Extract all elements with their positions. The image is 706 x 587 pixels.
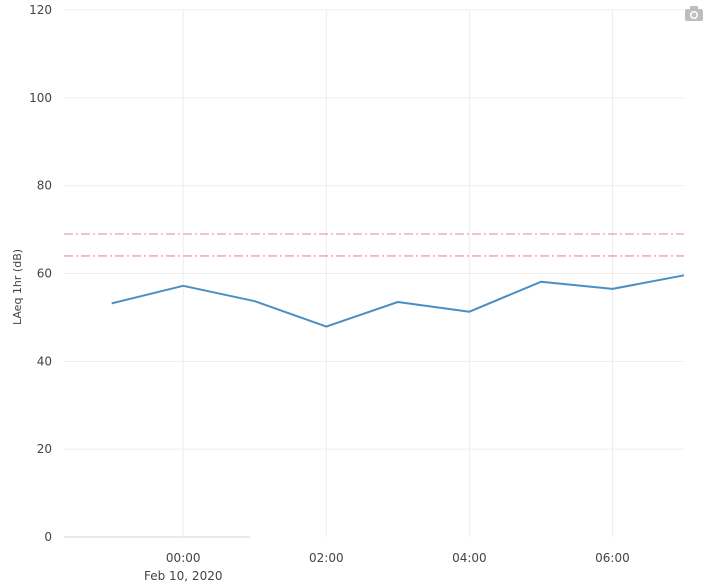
y-tick-label: 120 (29, 3, 52, 17)
y-tick-label: 80 (37, 179, 52, 193)
y-tick-label: 60 (37, 267, 52, 281)
series (111, 274, 685, 328)
camera-icon[interactable] (684, 4, 704, 22)
grid (64, 9, 684, 538)
y-tick-label: 100 (29, 91, 52, 105)
x-tick-label: 06:00 (595, 551, 630, 565)
y-tick-label: 20 (37, 442, 52, 456)
x-tick-label: 00:00 (166, 551, 201, 565)
x-tick-label: 04:00 (452, 551, 487, 565)
x-tick-sublabel: Feb 10, 2020 (144, 569, 223, 583)
y-axis: 0 20 40 60 80 100 120 (29, 3, 52, 544)
x-tick-label: 02:00 (309, 551, 344, 565)
series-line (111, 274, 685, 328)
y-tick-label: 40 (37, 354, 52, 368)
y-tick-label: 0 (44, 530, 52, 544)
x-axis: 00:00 Feb 10, 2020 02:00 04:00 06:00 (144, 551, 630, 583)
y-axis-title: LAeq 1hr (dB) (11, 249, 24, 325)
reference-lines (64, 233, 684, 257)
